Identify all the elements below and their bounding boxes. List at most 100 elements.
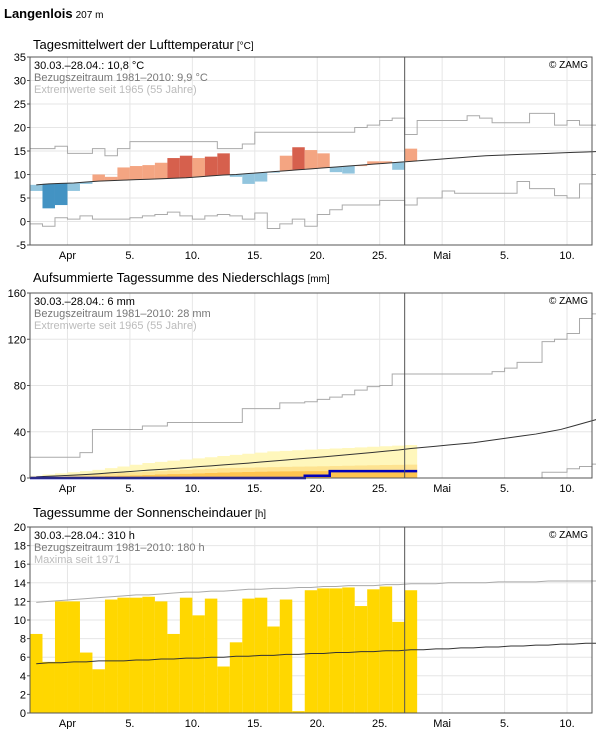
sunshine-title: Tagessumme der Sonnenscheindauer bbox=[33, 505, 252, 520]
x-tick-label: 15. bbox=[247, 483, 262, 495]
anomaly-bar bbox=[292, 147, 305, 170]
y-tick-label: 8 bbox=[20, 634, 26, 646]
sunshine-bar bbox=[317, 588, 330, 713]
y-tick-label: 6 bbox=[20, 652, 26, 664]
anomaly-bar bbox=[42, 183, 55, 209]
anomaly-bar bbox=[342, 166, 355, 174]
x-tick-label: Apr bbox=[59, 250, 76, 262]
anomaly-bar bbox=[279, 155, 293, 171]
precipitation-unit: [mm] bbox=[307, 274, 330, 285]
sunshine-bar bbox=[217, 666, 230, 713]
y-tick-label: 20 bbox=[14, 123, 26, 135]
y-tick-label: 12 bbox=[14, 596, 26, 608]
sunshine-bar bbox=[129, 597, 143, 713]
legend-reference: Bezugszeitraum 1981–2010: 180 h bbox=[34, 542, 205, 554]
y-tick-label: 25 bbox=[14, 99, 26, 111]
sunshine-bar bbox=[104, 599, 118, 713]
sunshine-bar bbox=[292, 711, 305, 713]
y-tick-label: 18 bbox=[14, 541, 26, 553]
anomaly-bar bbox=[104, 176, 118, 181]
sunshine-unit: [h] bbox=[254, 509, 267, 520]
legend-current: 30.03.–28.04.: 6 mm bbox=[34, 296, 135, 308]
sunshine-bar bbox=[267, 626, 280, 713]
sunshine-bar bbox=[392, 621, 405, 713]
max-extreme-line bbox=[30, 112, 596, 157]
sunshine-bar bbox=[279, 599, 293, 713]
x-tick-label: 25. bbox=[372, 718, 387, 729]
anomaly-bar bbox=[179, 155, 193, 178]
x-tick-label: Mai bbox=[433, 483, 451, 495]
y-tick-label: 10 bbox=[14, 615, 26, 627]
anomaly-bar bbox=[392, 162, 405, 170]
x-tick-label: 5. bbox=[125, 483, 134, 495]
anomaly-bar bbox=[229, 174, 243, 177]
legend-extremes: Maxima seit 1971 bbox=[34, 554, 120, 566]
sunshine-bar bbox=[354, 606, 368, 713]
anomaly-bar bbox=[67, 182, 80, 191]
anomaly-bar bbox=[367, 161, 380, 165]
sunshine-bar bbox=[142, 596, 155, 713]
anomaly-bar bbox=[92, 174, 105, 182]
x-tick-label: Apr bbox=[59, 483, 76, 495]
legend-reference: Bezugszeitraum 1981–2010: 9,9 °C bbox=[34, 72, 208, 84]
anomaly-bar bbox=[54, 183, 68, 206]
x-tick-label: 15. bbox=[247, 718, 262, 729]
reference-line bbox=[36, 419, 596, 478]
y-tick-label: 10 bbox=[14, 170, 26, 182]
y-tick-label: 14 bbox=[14, 578, 26, 590]
sunshine-bar bbox=[92, 669, 105, 713]
anomaly-bar bbox=[204, 156, 218, 176]
legend-extremes: Extremwerte seit 1965 (55 Jahre) bbox=[34, 84, 197, 96]
anomaly-bars bbox=[30, 147, 418, 209]
x-tick-label: 5. bbox=[500, 718, 509, 729]
x-tick-label: 20. bbox=[310, 250, 325, 262]
x-tick-label: 25. bbox=[372, 483, 387, 495]
y-tick-label: 20 bbox=[14, 522, 26, 534]
legend-current: 30.03.–28.04.: 310 h bbox=[34, 530, 135, 542]
y-tick-label: 120 bbox=[8, 334, 26, 346]
anomaly-bar bbox=[254, 172, 268, 182]
sunshine-bar bbox=[304, 590, 318, 713]
x-tick-label: 20. bbox=[310, 483, 325, 495]
sunshine-bar bbox=[54, 601, 68, 713]
reference-line bbox=[36, 642, 596, 665]
sunshine-bar bbox=[204, 598, 218, 713]
anomaly-bar bbox=[242, 173, 255, 184]
station-name: Langenlois bbox=[4, 6, 73, 21]
y-tick-label: 0 bbox=[20, 217, 26, 229]
legend-extremes: Extremwerte seit 1965 (55 Jahre) bbox=[34, 320, 197, 332]
x-tick-label: 5. bbox=[500, 483, 509, 495]
y-tick-label: 80 bbox=[14, 381, 26, 393]
credit-label: © ZAMG bbox=[549, 530, 588, 541]
precipitation-chart-title: Aufsummierte Tagessumme des Niederschlag… bbox=[33, 270, 330, 285]
legend-current: 30.03.–28.04.: 10,8 °C bbox=[34, 60, 144, 72]
x-tick-label: 10. bbox=[559, 718, 574, 729]
x-tick-label: 25. bbox=[372, 250, 387, 262]
sunshine-bar bbox=[229, 642, 243, 713]
y-tick-label: 40 bbox=[14, 427, 26, 439]
sunshine-bar bbox=[167, 633, 180, 713]
anomaly-bar bbox=[167, 158, 180, 179]
sunshine-bar bbox=[67, 601, 80, 713]
x-tick-label: 20. bbox=[310, 718, 325, 729]
sunshine-bar bbox=[329, 588, 343, 713]
temperature-title: Tagesmittelwert der Lufttemperatur bbox=[33, 37, 234, 52]
anomaly-bar bbox=[404, 148, 418, 162]
precipitation-title: Aufsummierte Tagessumme des Niederschlag… bbox=[33, 270, 305, 285]
anomaly-bar bbox=[142, 165, 155, 180]
sunshine-bar bbox=[154, 601, 168, 713]
anomaly-bar bbox=[317, 153, 330, 168]
credit-label: © ZAMG bbox=[549, 296, 588, 307]
x-tick-label: 5. bbox=[125, 250, 134, 262]
anomaly-bar bbox=[117, 167, 130, 181]
anomaly-bar bbox=[379, 161, 393, 164]
y-tick-label: 16 bbox=[14, 559, 26, 571]
legend-reference: Bezugszeitraum 1981–2010: 28 mm bbox=[34, 308, 211, 320]
y-tick-label: 30 bbox=[14, 76, 26, 88]
y-tick-label: -5 bbox=[16, 240, 26, 252]
sunshine-bar bbox=[179, 597, 193, 713]
y-tick-label: 35 bbox=[14, 52, 26, 64]
anomaly-bar bbox=[154, 162, 168, 179]
